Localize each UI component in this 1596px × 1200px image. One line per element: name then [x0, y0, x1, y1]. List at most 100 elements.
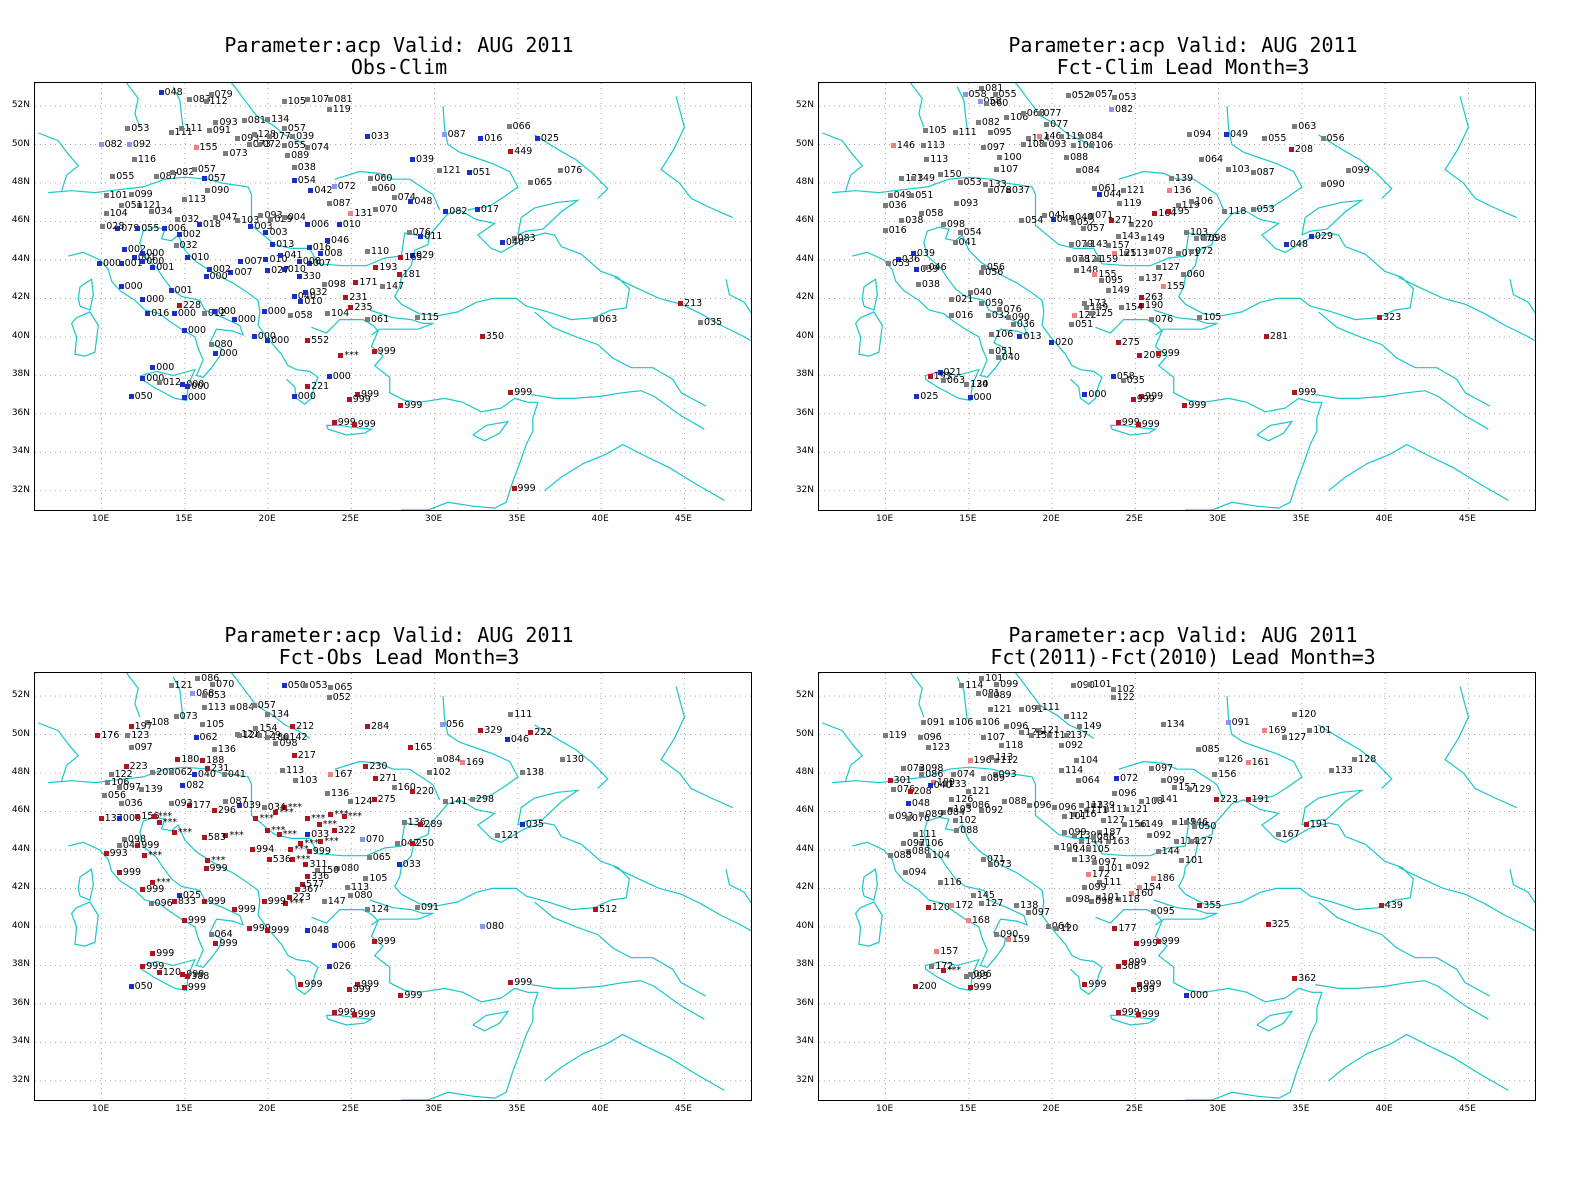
- station-marker: ***: [328, 810, 349, 820]
- lon-tick-label: 45E: [674, 1104, 692, 1114]
- station-square: [504, 737, 510, 743]
- coastline: [614, 276, 751, 342]
- station-marker: 093: [258, 210, 283, 221]
- station-value: 180: [271, 732, 290, 744]
- station-marker: 439: [1378, 900, 1403, 911]
- station-marker: 160: [1129, 889, 1153, 899]
- station-square: [1110, 687, 1116, 693]
- coastline: [1226, 106, 1303, 211]
- station-square: [168, 800, 174, 806]
- station-value: 999: [187, 915, 206, 927]
- station-square: [328, 97, 334, 103]
- station-marker: 147: [380, 281, 404, 292]
- station-value: 107: [1000, 163, 1019, 175]
- station-square: [213, 214, 219, 220]
- panel-title-line1: Parameter:acp Valid: AUG 2011: [224, 33, 574, 57]
- station-value: 106: [1194, 196, 1214, 208]
- station-marker: 062: [193, 733, 218, 743]
- station-marker: 078: [987, 185, 1012, 196]
- station-value: 121: [971, 786, 990, 798]
- station-marker: 053: [125, 124, 149, 134]
- station-square: [1263, 333, 1269, 339]
- lon-tick-label: 15E: [959, 514, 977, 524]
- station-square: [1105, 287, 1111, 293]
- lat-tick-label: 44N: [11, 253, 30, 264]
- station-square: [1042, 141, 1048, 147]
- lat-tick-label: 52N: [11, 690, 30, 701]
- station-marker: 150: [315, 866, 339, 876]
- station-square: [887, 777, 893, 783]
- map-frame: 081 055 058 058 060 052 057 053 082 146 105 113 113 1…: [818, 82, 1536, 511]
- station-marker: 077: [1044, 120, 1068, 130]
- station-square: [150, 879, 156, 885]
- map-canvas: [35, 83, 751, 510]
- station-value: 077: [1050, 119, 1069, 131]
- station-marker: 025: [914, 391, 938, 402]
- station-value: 154: [1143, 882, 1162, 894]
- station-value: 040: [1001, 352, 1020, 364]
- station-value: 181: [402, 269, 421, 281]
- station-marker: 090: [994, 929, 1018, 940]
- station-marker: 076: [1149, 314, 1173, 325]
- station-marker: 000: [1183, 991, 1208, 1001]
- station-square: [1099, 866, 1105, 872]
- station-square: [994, 681, 1000, 687]
- station-value: 113: [207, 701, 226, 713]
- coastline: [325, 1014, 374, 1026]
- station-marker: ***: [940, 966, 961, 976]
- station-marker: 051: [909, 191, 933, 201]
- station-square: [176, 231, 182, 237]
- lat-tick-label: 48N: [11, 177, 30, 188]
- station-square: [1025, 135, 1031, 141]
- station-marker: 108: [145, 718, 169, 728]
- station-value: 329: [484, 724, 503, 736]
- station-value: 223: [129, 761, 148, 773]
- station-value: 000: [187, 392, 206, 404]
- station-marker: 002: [206, 264, 231, 275]
- station-marker: 044: [1097, 189, 1122, 200]
- station-square: [1155, 351, 1161, 357]
- station-square: [168, 683, 174, 689]
- station-marker: 000: [118, 281, 143, 292]
- station-marker: ***: [338, 350, 359, 362]
- station-square: [156, 820, 162, 826]
- station-marker: ***: [318, 837, 339, 847]
- station-square: [1352, 756, 1358, 762]
- station-value: 107: [311, 94, 330, 106]
- station-value: 118: [1228, 205, 1247, 217]
- lon-tick-label: 35E: [1292, 1104, 1310, 1114]
- station-value: 000: [271, 334, 290, 346]
- coastline: [68, 816, 319, 995]
- lat-tick-label: 32N: [795, 484, 814, 495]
- station-square: [273, 810, 279, 816]
- station-marker: 121: [1035, 725, 1060, 736]
- station-square: [985, 312, 991, 318]
- station-marker: 098: [321, 279, 346, 290]
- lat-tick-label: 52N: [11, 100, 30, 111]
- station-marker: 091: [206, 126, 231, 136]
- station-square: [116, 816, 122, 822]
- lat-tick-label: 40N: [11, 330, 30, 341]
- station-square: [1084, 241, 1090, 247]
- station-value: 041: [284, 250, 303, 262]
- station-square: [1183, 820, 1189, 826]
- station-square: [1004, 723, 1010, 729]
- station-value: 098: [925, 763, 944, 775]
- lon-tick-label: 20E: [258, 514, 276, 524]
- station-value: 048: [164, 86, 183, 98]
- station-value: 007: [234, 267, 253, 279]
- station-square: [365, 723, 371, 729]
- station-value: 016: [888, 225, 907, 237]
- station-value: ***: [344, 350, 359, 362]
- station-value: 105: [287, 96, 306, 108]
- station-marker: 119: [326, 104, 351, 115]
- station-square: [371, 939, 377, 945]
- station-value: 098: [1208, 232, 1227, 244]
- coastline: [369, 309, 434, 336]
- station-value: 217: [297, 749, 316, 761]
- station-value: 012: [207, 307, 226, 319]
- station-value: ***: [271, 824, 286, 836]
- station-square: [261, 804, 267, 810]
- station-value: 156: [141, 811, 160, 823]
- station-value: 275: [1121, 336, 1140, 348]
